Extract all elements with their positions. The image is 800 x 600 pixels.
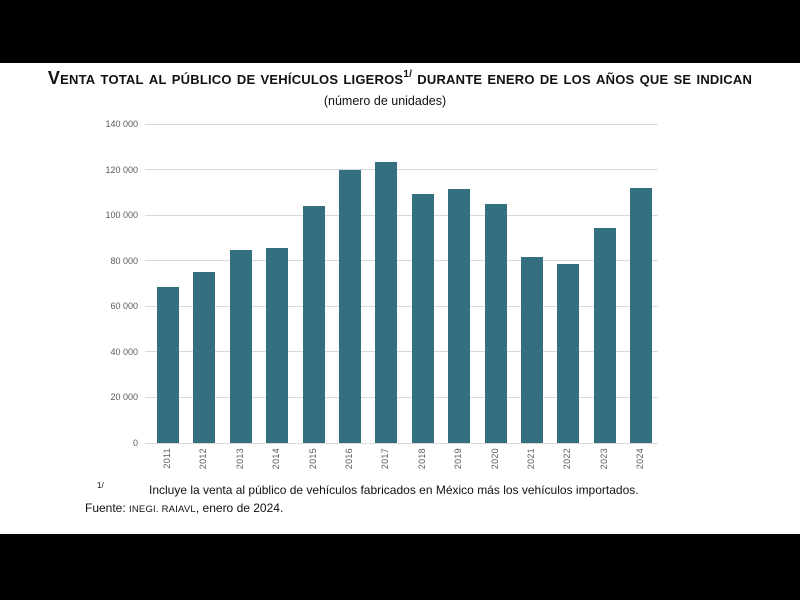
x-tick-label: 2014 xyxy=(271,448,282,470)
y-tick-label: 100 000 xyxy=(105,210,138,221)
bar-2016 xyxy=(339,169,361,443)
bar-2014 xyxy=(266,248,289,443)
bar-2018 xyxy=(411,193,434,443)
y-tick-label: 20 000 xyxy=(110,392,138,403)
bar-2022 xyxy=(557,264,580,443)
bar-2020 xyxy=(484,203,507,443)
footnote-marker: 1/ xyxy=(97,481,104,490)
x-tick-label: 2020 xyxy=(489,448,500,470)
x-tick-label: 2017 xyxy=(380,448,391,470)
gridline xyxy=(145,123,658,125)
plot-area xyxy=(145,123,658,444)
source-prefix: Fuente: xyxy=(85,501,130,515)
y-tick-label: 0 xyxy=(132,438,138,448)
chart-title-rest: durante enero de los años que se indican xyxy=(412,68,753,88)
x-tick-label: 2012 xyxy=(198,448,209,470)
source-institution: INEGI. RAIAVL xyxy=(129,504,196,515)
x-tick-label: 2016 xyxy=(344,448,354,470)
letterbox-band-top xyxy=(0,0,800,63)
chart-subtitle: (número de unidades) xyxy=(323,94,447,108)
gridline xyxy=(145,260,658,262)
y-tick-label: 60 000 xyxy=(110,301,138,312)
x-tick-label: 2024 xyxy=(635,448,646,470)
gridline xyxy=(145,169,658,171)
letterbox-band-bottom xyxy=(0,534,800,600)
y-tick-label: 80 000 xyxy=(110,255,138,266)
bar-2011 xyxy=(157,286,179,443)
gridline xyxy=(145,214,658,216)
x-tick-label: 2018 xyxy=(416,448,427,470)
chart-title: Venta total al público de vehículos lige… xyxy=(0,68,800,89)
bar-2017 xyxy=(375,161,398,443)
bar-2013 xyxy=(229,250,252,443)
x-tick-label: 2013 xyxy=(234,448,245,470)
gridline xyxy=(145,305,658,307)
x-tick-label: 2015 xyxy=(307,448,318,470)
bar-2012 xyxy=(193,272,216,443)
x-tick-label: 2022 xyxy=(562,448,573,470)
bar-2023 xyxy=(593,227,616,443)
bar-2015 xyxy=(302,206,325,443)
gridline xyxy=(145,396,658,398)
bar-2019 xyxy=(448,188,471,443)
footnote-text: Incluye la venta al público de vehículos… xyxy=(149,483,639,497)
x-tick-label: 2023 xyxy=(598,448,609,470)
y-tick-label: 40 000 xyxy=(110,346,138,357)
bar-2021 xyxy=(521,257,543,443)
x-tick-label: 2011 xyxy=(162,448,172,469)
gridline xyxy=(145,351,658,353)
x-tick-label: 2021 xyxy=(526,448,536,470)
source-suffix: , enero de 2024. xyxy=(195,501,284,515)
chart-title-footnote-ref: 1/ xyxy=(403,69,413,80)
source-line: Fuente: INEGI. RAIAVL, enero de 2024. xyxy=(85,501,283,515)
bar-2024 xyxy=(630,187,653,443)
gridline xyxy=(145,442,658,444)
y-tick-label: 140 000 xyxy=(105,119,138,129)
x-tick-label: 2019 xyxy=(453,448,464,470)
y-tick-label: 120 000 xyxy=(105,164,138,175)
chart-title-main: Venta total al público de vehículos lige… xyxy=(47,68,404,88)
